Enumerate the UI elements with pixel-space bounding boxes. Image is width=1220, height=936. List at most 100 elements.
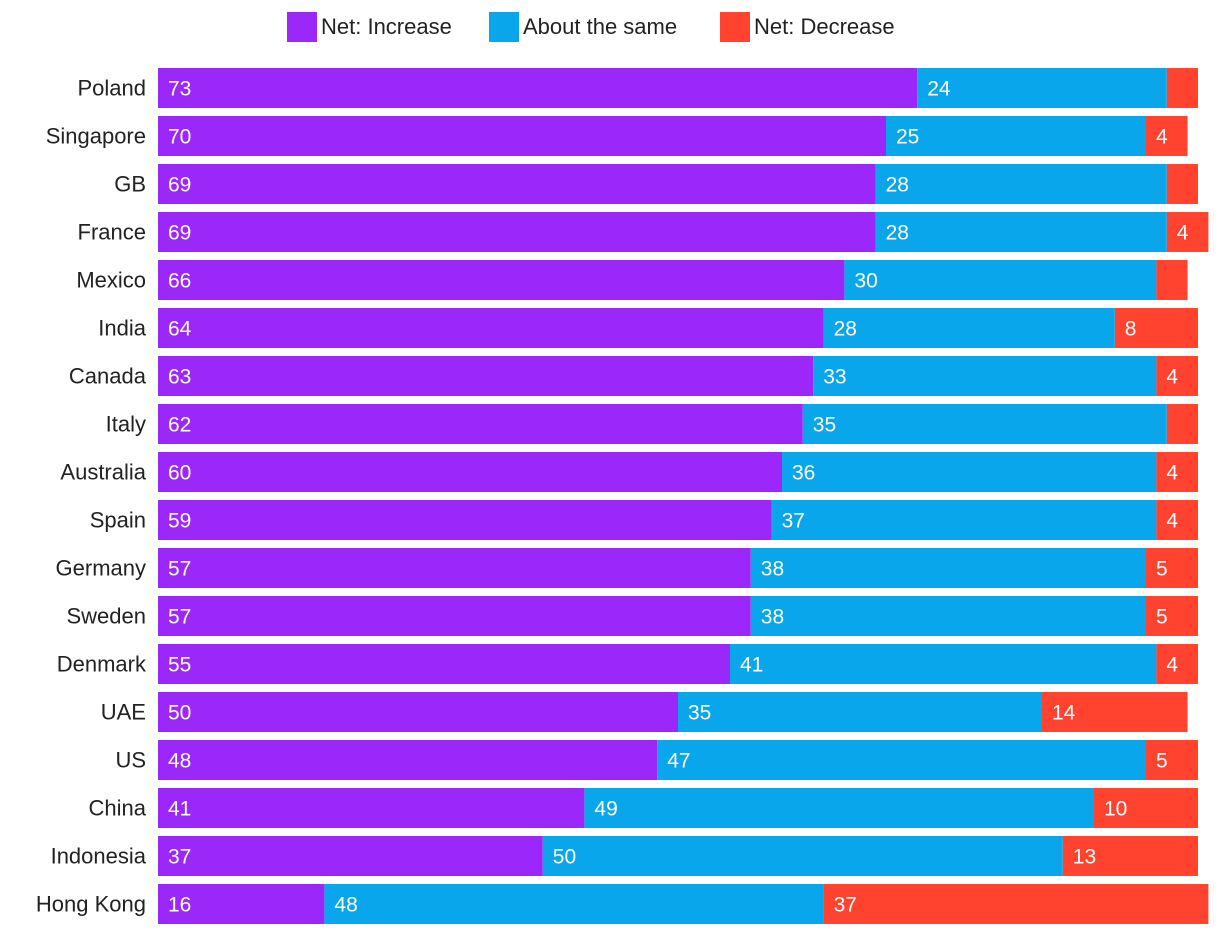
bar-net-decrease-denmark[interactable] bbox=[1156, 644, 1198, 684]
bar-net-decrease-spain[interactable] bbox=[1156, 500, 1198, 540]
bar-about-the-same-denmark[interactable] bbox=[730, 644, 1157, 684]
bar-about-the-same-canada[interactable] bbox=[813, 356, 1157, 396]
bar-about-the-same-india[interactable] bbox=[823, 308, 1115, 348]
bar-net-decrease-gb[interactable] bbox=[1166, 164, 1198, 204]
legend-item-about-the-same[interactable]: About the same bbox=[489, 10, 677, 44]
bar-about-the-same-singapore[interactable] bbox=[886, 116, 1146, 156]
category-label-uae: UAE bbox=[101, 700, 146, 725]
bar-net-increase-sweden[interactable] bbox=[158, 596, 751, 636]
bar-net-decrease-china[interactable] bbox=[1094, 788, 1198, 828]
bar-net-decrease-france[interactable] bbox=[1166, 212, 1209, 252]
bar-net-increase-india[interactable] bbox=[158, 308, 824, 348]
value-label-net-decrease-singapore: 4 bbox=[1156, 126, 1168, 149]
value-label-about-the-same-australia: 36 bbox=[792, 462, 815, 485]
bar-net-decrease-indonesia[interactable] bbox=[1062, 836, 1198, 876]
value-label-net-increase-germany: 57 bbox=[168, 558, 191, 581]
legend-swatch-net-decrease bbox=[720, 12, 750, 42]
category-label-australia: Australia bbox=[60, 460, 146, 485]
value-label-net-increase-gb: 69 bbox=[168, 174, 191, 197]
bar-net-increase-indonesia[interactable] bbox=[158, 836, 543, 876]
value-label-net-increase-denmark: 55 bbox=[168, 654, 191, 677]
bar-net-increase-germany[interactable] bbox=[158, 548, 751, 588]
bar-net-increase-denmark[interactable] bbox=[158, 644, 730, 684]
bar-net-increase-poland[interactable] bbox=[158, 68, 918, 108]
value-label-about-the-same-mexico: 30 bbox=[854, 270, 877, 293]
bar-about-the-same-us[interactable] bbox=[657, 740, 1146, 780]
value-label-about-the-same-china: 49 bbox=[594, 798, 617, 821]
bar-net-decrease-india[interactable] bbox=[1114, 308, 1198, 348]
bar-net-increase-france[interactable] bbox=[158, 212, 876, 252]
category-label-mexico: Mexico bbox=[76, 268, 146, 293]
bar-about-the-same-poland[interactable] bbox=[917, 68, 1167, 108]
value-label-about-the-same-india: 28 bbox=[834, 318, 857, 341]
value-label-net-increase-hong-kong: 16 bbox=[168, 894, 191, 917]
category-label-spain: Spain bbox=[90, 508, 146, 533]
bar-net-decrease-australia[interactable] bbox=[1156, 452, 1198, 492]
category-label-germany: Germany bbox=[56, 556, 146, 581]
bar-about-the-same-hong-kong[interactable] bbox=[324, 884, 824, 924]
bar-net-decrease-us[interactable] bbox=[1146, 740, 1198, 780]
bar-net-increase-spain[interactable] bbox=[158, 500, 772, 540]
value-label-net-increase-mexico: 66 bbox=[168, 270, 191, 293]
bar-net-increase-italy[interactable] bbox=[158, 404, 803, 444]
value-label-net-increase-italy: 62 bbox=[168, 414, 191, 437]
value-label-about-the-same-sweden: 38 bbox=[761, 606, 784, 629]
bar-net-increase-us[interactable] bbox=[158, 740, 658, 780]
value-label-net-increase-india: 64 bbox=[168, 318, 192, 341]
bar-net-decrease-italy[interactable] bbox=[1166, 404, 1198, 444]
category-label-italy: Italy bbox=[106, 412, 146, 437]
legend-item-net-decrease[interactable]: Net: Decrease bbox=[720, 10, 895, 44]
value-label-about-the-same-uae: 35 bbox=[688, 702, 711, 725]
bar-net-increase-gb[interactable] bbox=[158, 164, 876, 204]
bar-net-increase-hong-kong[interactable] bbox=[158, 884, 325, 924]
category-label-indonesia: Indonesia bbox=[51, 844, 147, 869]
value-label-net-increase-singapore: 70 bbox=[168, 126, 191, 149]
bar-about-the-same-gb[interactable] bbox=[875, 164, 1167, 204]
category-label-poland: Poland bbox=[77, 76, 146, 101]
bar-about-the-same-italy[interactable] bbox=[802, 404, 1167, 444]
value-label-net-decrease-uae: 14 bbox=[1052, 702, 1076, 725]
bar-net-decrease-uae[interactable] bbox=[1042, 692, 1188, 732]
bar-net-decrease-poland[interactable] bbox=[1166, 68, 1198, 108]
legend-swatch-net-increase bbox=[287, 12, 317, 42]
category-label-us: US bbox=[115, 748, 146, 773]
bar-about-the-same-australia[interactable] bbox=[782, 452, 1157, 492]
bar-about-the-same-germany[interactable] bbox=[750, 548, 1146, 588]
bar-net-increase-australia[interactable] bbox=[158, 452, 782, 492]
bar-net-increase-canada[interactable] bbox=[158, 356, 814, 396]
value-label-net-increase-indonesia: 37 bbox=[168, 846, 191, 869]
value-label-net-increase-france: 69 bbox=[168, 222, 191, 245]
bar-net-decrease-sweden[interactable] bbox=[1146, 596, 1198, 636]
bar-about-the-same-france[interactable] bbox=[875, 212, 1167, 252]
bar-about-the-same-mexico[interactable] bbox=[844, 260, 1157, 300]
bar-net-decrease-canada[interactable] bbox=[1156, 356, 1198, 396]
legend-item-net-increase[interactable]: Net: Increase bbox=[287, 10, 452, 44]
value-label-about-the-same-singapore: 25 bbox=[896, 126, 919, 149]
bar-net-decrease-germany[interactable] bbox=[1146, 548, 1198, 588]
value-label-net-increase-us: 48 bbox=[168, 750, 191, 773]
bar-net-increase-mexico[interactable] bbox=[158, 260, 845, 300]
bar-net-decrease-hong-kong[interactable] bbox=[823, 884, 1209, 924]
value-label-net-decrease-us: 5 bbox=[1156, 750, 1168, 773]
value-label-about-the-same-gb: 28 bbox=[886, 174, 909, 197]
bar-net-increase-china[interactable] bbox=[158, 788, 585, 828]
value-label-net-increase-sweden: 57 bbox=[168, 606, 191, 629]
category-label-france: France bbox=[78, 220, 146, 245]
value-label-net-increase-china: 41 bbox=[168, 798, 191, 821]
value-label-about-the-same-us: 47 bbox=[667, 750, 690, 773]
bar-net-decrease-singapore[interactable] bbox=[1146, 116, 1188, 156]
value-label-net-decrease-spain: 4 bbox=[1166, 510, 1178, 533]
value-label-net-decrease-france: 4 bbox=[1177, 222, 1189, 245]
bar-net-increase-singapore[interactable] bbox=[158, 116, 886, 156]
value-label-net-decrease-indonesia: 13 bbox=[1073, 846, 1096, 869]
value-label-about-the-same-germany: 38 bbox=[761, 558, 784, 581]
bar-net-decrease-mexico[interactable] bbox=[1156, 260, 1188, 300]
bar-about-the-same-sweden[interactable] bbox=[750, 596, 1146, 636]
bar-about-the-same-china[interactable] bbox=[584, 788, 1094, 828]
category-label-singapore: Singapore bbox=[46, 124, 146, 149]
bar-net-increase-uae[interactable] bbox=[158, 692, 678, 732]
bar-about-the-same-uae[interactable] bbox=[678, 692, 1042, 732]
bar-about-the-same-indonesia[interactable] bbox=[542, 836, 1063, 876]
value-label-about-the-same-france: 28 bbox=[886, 222, 909, 245]
bar-about-the-same-spain[interactable] bbox=[771, 500, 1157, 540]
